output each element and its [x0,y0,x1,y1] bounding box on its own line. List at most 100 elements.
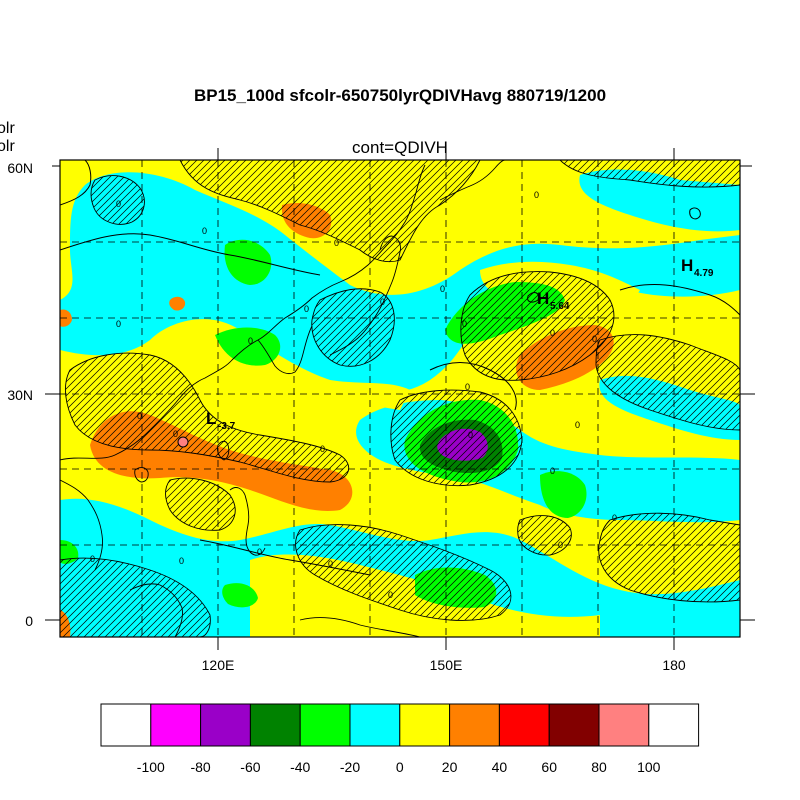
color-bar-swatch [449,703,500,747]
high-center-loop-pacific [527,292,539,303]
orange-region-small [169,296,186,311]
color-bar-label: -40 [290,759,310,775]
color-bar-label: 40 [492,759,508,775]
contour-label: 0 [575,420,580,430]
contour-line-central [429,362,517,411]
cyan-region-northwest [60,172,740,394]
coastline-taiwan [217,440,230,461]
contour-label: 0 [462,319,467,329]
color-bar-swatch [200,703,251,747]
lat-label-0: 0 [25,613,33,629]
contour-label: 0 [550,328,555,338]
lat-label-60n: 60N [7,160,33,176]
coastline-borneo [129,583,183,637]
axis-ticks [45,148,755,650]
coastline-philippines [229,487,266,556]
contour-label: 0 [173,429,178,439]
color-bar-swatch [249,703,301,747]
high-label-pacific: H [537,289,549,308]
hatch-region-east [595,334,740,431]
contour-label: 0 [328,559,333,569]
coastline-indochina [60,479,103,571]
contour-line-north [60,233,321,276]
contour-line-east [619,284,740,316]
color-bar-label: -80 [190,759,210,775]
color-bar-swatch [100,703,152,747]
green-region-mongolia [224,239,272,285]
color-bar-label: 100 [637,759,661,775]
coastline-hainan [134,467,149,483]
hatch-region-siberia [179,160,481,263]
hatch-region-southeast [598,512,740,603]
hatch-region-northeast [559,160,740,188]
low-value-china: -3.7 [218,421,236,432]
contour-label: 0 [558,540,563,550]
plot-border [59,159,741,638]
lat-lon-grid [60,160,740,637]
coastlines [60,160,506,637]
color-bar-label: -20 [340,759,360,775]
hatched-regions [60,160,740,637]
green-region-east [540,471,587,518]
hatch-region-south [295,524,512,621]
left-cut-label-2: olr [0,138,15,155]
contour-label: 0 [468,430,473,440]
hatch-region-northwest-cell [90,175,145,225]
high-low-labels: H 4.79 H 5.64 L -3.7 [206,256,714,432]
coastline-new-guinea [299,617,421,637]
coastline-kamchatka [439,160,506,201]
coastline-korea [257,325,313,375]
lon-label-180: 180 [662,657,686,673]
color-bar-label: -100 [137,759,165,775]
color-bar-swatch [399,703,451,747]
contour-line-south [199,539,371,576]
contour-label: 0 [440,284,445,294]
color-bar-swatch [648,703,700,747]
contour-label: 0 [388,590,393,600]
contour-line-arctic [60,160,92,206]
color-bar-swatch [498,703,550,747]
contour-label: 0 [202,226,207,236]
contour-label: 0 [320,444,325,454]
lon-label-120e: 120E [202,657,235,673]
color-bar-swatch [598,703,650,747]
contour-label: 0 [465,382,470,392]
contour-label: 0 [334,238,339,248]
color-bar-label: -60 [240,759,260,775]
color-bar-swatch [548,703,600,747]
contour-value-labels: 0 0 0 0 0 0 0 0 0 0 0 0 0 0 0 0 0 0 0 0 … [90,190,617,600]
contour-label: 0 [380,297,385,307]
coastline-asia [60,164,426,461]
low-label-china: L [206,409,216,428]
figure-subtitle: cont=QDIVH [352,138,448,157]
contour-label: 0 [550,466,555,476]
figure-title: BP15_100d sfcolr-650750lyrQDIVHavg 88071… [193,86,607,105]
high-center-loop-east [689,207,701,220]
color-bar-swatch [150,703,202,747]
axis-labels: 60N 30N 0 120E 150E 180 [7,160,686,673]
high-label-east: H [681,256,693,275]
hatch-region-indochina [165,477,236,531]
left-cut-label-1: olr [0,120,15,137]
color-bar-labels: -100 -80 -60 -40 -20 0 20 40 60 80 100 [137,759,661,775]
color-bar-swatch [349,703,401,747]
contour-label: 0 [248,336,253,346]
high-value-east: 4.79 [694,268,714,279]
low-center-marker [177,436,189,448]
hatch-region-china [64,352,350,483]
hatch-region-typhoon [390,389,523,487]
color-bar-swatch [299,703,351,747]
contour-label: 0 [116,199,121,209]
color-bar-label: 0 [396,759,404,775]
high-value-pacific: 5.64 [550,301,570,312]
contour-label: 0 [257,547,262,557]
contour-label: 0 [137,411,142,421]
contour-label: 0 [612,513,617,523]
contour-label: 0 [534,190,539,200]
contour-label: 0 [304,304,309,314]
contour-lines [60,160,740,576]
map-plot-area [60,160,740,637]
coastline-japan [329,235,401,356]
color-bar-label: 80 [591,759,607,775]
